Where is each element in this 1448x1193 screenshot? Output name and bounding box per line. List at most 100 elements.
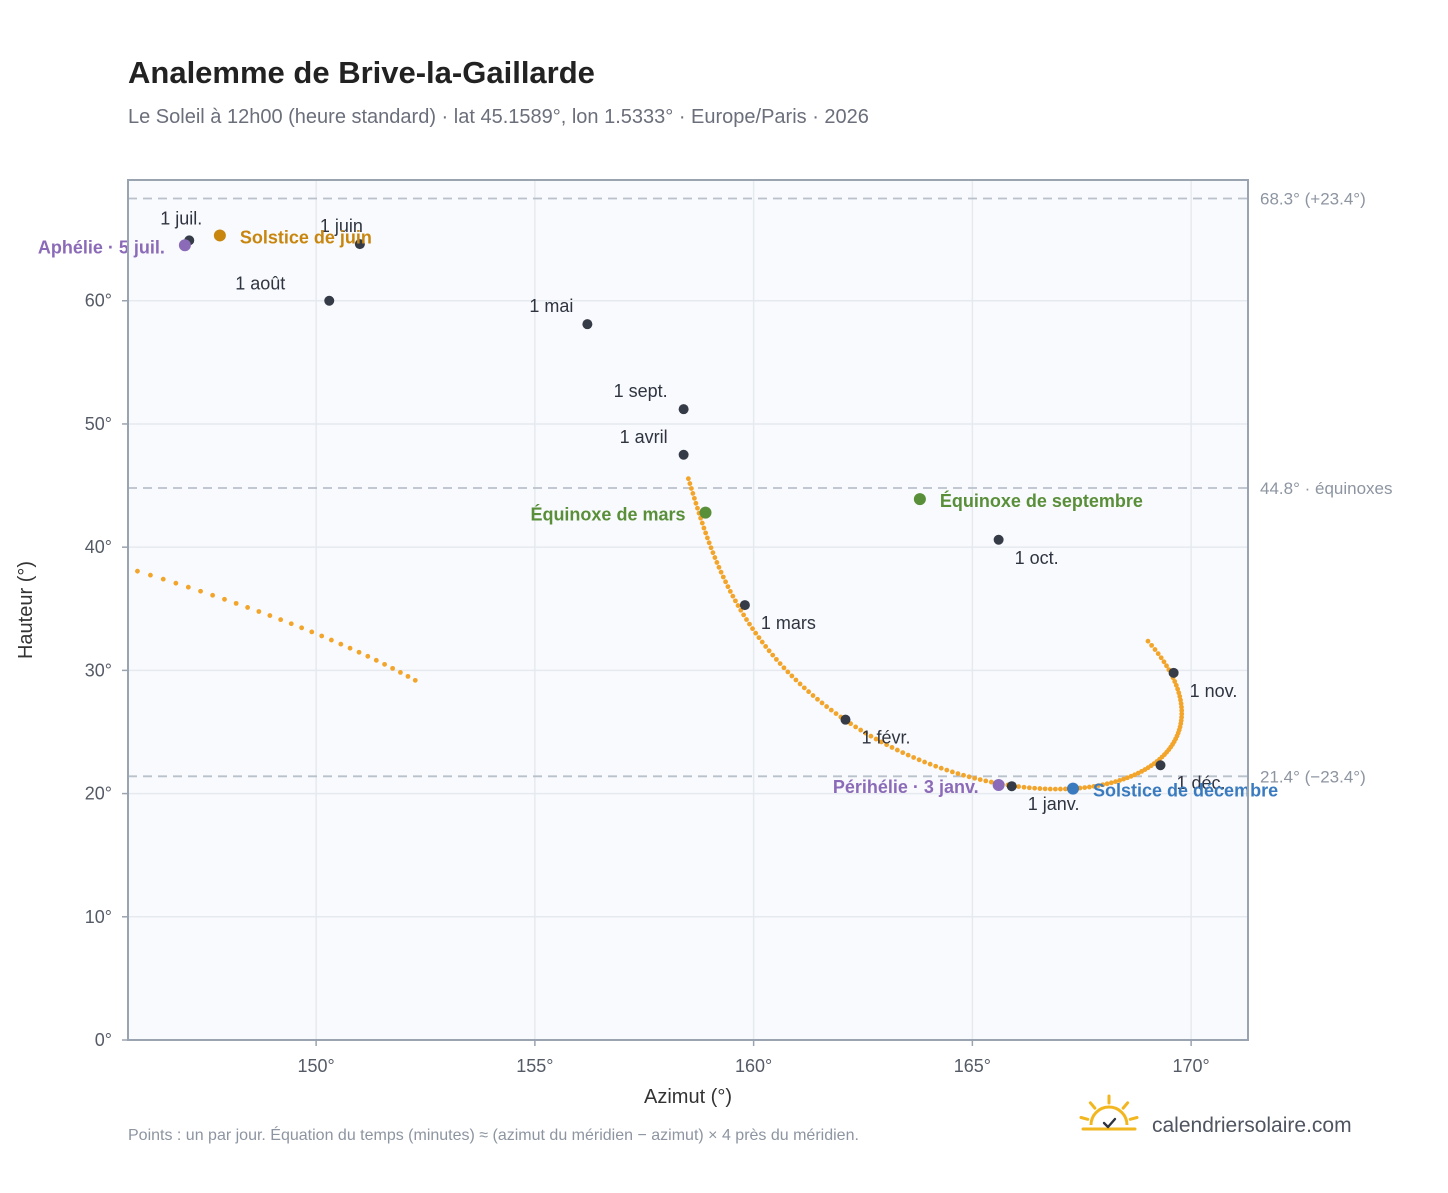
daily-sun-position [824, 704, 830, 709]
daily-sun-position [210, 592, 216, 598]
daily-sun-position [347, 645, 353, 651]
event-marker [992, 778, 1005, 791]
daily-sun-position [797, 681, 803, 687]
daily-sun-position [278, 617, 284, 623]
daily-sun-position [704, 535, 710, 541]
daily-sun-position [714, 560, 720, 565]
daily-sun-position [412, 677, 418, 683]
daily-sun-position [1173, 682, 1179, 688]
daily-sun-position [198, 588, 203, 594]
check-mark [1102, 1117, 1117, 1129]
daily-sun-position [390, 665, 396, 671]
daily-sun-position [1145, 638, 1151, 644]
month-marker-label: 1 oct. [1015, 548, 1059, 568]
month-marker [354, 239, 365, 250]
month-marker-label: 1 août [235, 274, 285, 294]
daily-sun-position [873, 736, 879, 742]
daily-sun-position [135, 568, 140, 574]
daily-sun-position [328, 637, 334, 643]
daily-sun-position [723, 579, 728, 585]
daily-sun-position [766, 648, 772, 654]
month-marker [582, 319, 593, 330]
daily-sun-position [889, 745, 895, 750]
daily-sun-position [712, 555, 718, 560]
daily-sun-position [1155, 651, 1161, 657]
x-tick-label: 160° [735, 1056, 772, 1076]
daily-sun-position [1082, 785, 1088, 790]
daily-sun-position [773, 656, 779, 662]
y-tick-label: 40° [85, 537, 112, 557]
daily-sun-position [1016, 784, 1022, 790]
daily-sun-position [853, 724, 859, 730]
y-tick-label: 30° [85, 660, 112, 680]
daily-sun-position [718, 569, 724, 575]
daily-sun-position [730, 593, 736, 599]
month-marker-label: 1 mai [529, 296, 573, 316]
daily-sun-position [944, 767, 950, 773]
daily-sun-position [398, 669, 403, 675]
chart-subtitle: Le Soleil à 12h00 (heure standard) · lat… [128, 106, 869, 128]
daily-sun-position [716, 564, 722, 570]
daily-sun-position [1108, 780, 1114, 786]
y-axis-ticks: 0° 10° 20° 30° 40° 50° 60° [85, 291, 128, 1050]
daily-sun-position [1164, 663, 1169, 669]
event-label: Équinoxe de septembre [940, 490, 1143, 511]
month-marker-label: 1 avril [620, 427, 668, 447]
event-marker [178, 239, 191, 252]
event-marker [699, 506, 712, 519]
event-marker [1067, 782, 1079, 795]
y-tick-label: 20° [85, 784, 112, 804]
daily-sun-position [1179, 704, 1184, 710]
daily-sun-position [777, 661, 783, 666]
daily-sun-position [916, 757, 922, 763]
daily-sun-position [725, 584, 731, 590]
daily-sun-position [756, 635, 762, 641]
daily-sun-position [1152, 647, 1158, 652]
daily-sun-position [1026, 785, 1032, 791]
daily-sun-position [819, 700, 825, 706]
daily-sun-position [793, 677, 799, 683]
daily-sun-position [405, 673, 411, 679]
daily-sun-position [961, 772, 966, 778]
x-tick-label: 165° [954, 1056, 991, 1076]
daily-sun-position [1047, 786, 1053, 792]
daily-sun-position [288, 621, 294, 627]
month-marker [739, 600, 750, 611]
daily-sun-position [983, 778, 989, 784]
daily-sun-position [1117, 778, 1122, 783]
chart-title: Analemme de Brive-la-Gaillarde [128, 55, 595, 90]
daily-sun-position [977, 777, 983, 783]
daily-sun-position [955, 771, 961, 777]
daily-sun-position [1124, 775, 1130, 781]
daily-sun-position [1175, 686, 1181, 692]
daily-sun-position [1052, 786, 1058, 792]
x-tick-label: 170° [1173, 1056, 1210, 1076]
sun-arc [1089, 1105, 1129, 1126]
daily-sun-position [1058, 786, 1063, 792]
daily-sun-position [382, 661, 387, 667]
daily-sun-position [1032, 785, 1038, 791]
daily-sun-position [688, 486, 694, 491]
daily-sun-position [1128, 773, 1134, 779]
daily-sun-position [1042, 786, 1048, 792]
daily-sun-position [710, 550, 716, 556]
daily-sun-position [703, 530, 709, 536]
daily-sun-position [806, 689, 812, 695]
daily-sun-position [735, 603, 741, 608]
daily-sun-position [949, 769, 955, 775]
daily-sun-position [720, 574, 726, 580]
daily-sun-position [966, 774, 972, 780]
daily-sun-position [691, 495, 697, 501]
daily-sun-position [1086, 784, 1092, 790]
daily-sun-position [1091, 783, 1097, 789]
daily-sun-position [299, 625, 305, 631]
daily-sun-position [733, 598, 738, 604]
x-tick-label: 155° [516, 1056, 553, 1076]
daily-sun-position [222, 596, 227, 602]
daily-sun-position [810, 693, 816, 698]
daily-sun-position [1178, 701, 1184, 706]
plot-area [128, 180, 1248, 1040]
sun-logo-icon [1079, 1094, 1139, 1131]
month-marker-label: 1 févr. [862, 728, 911, 748]
